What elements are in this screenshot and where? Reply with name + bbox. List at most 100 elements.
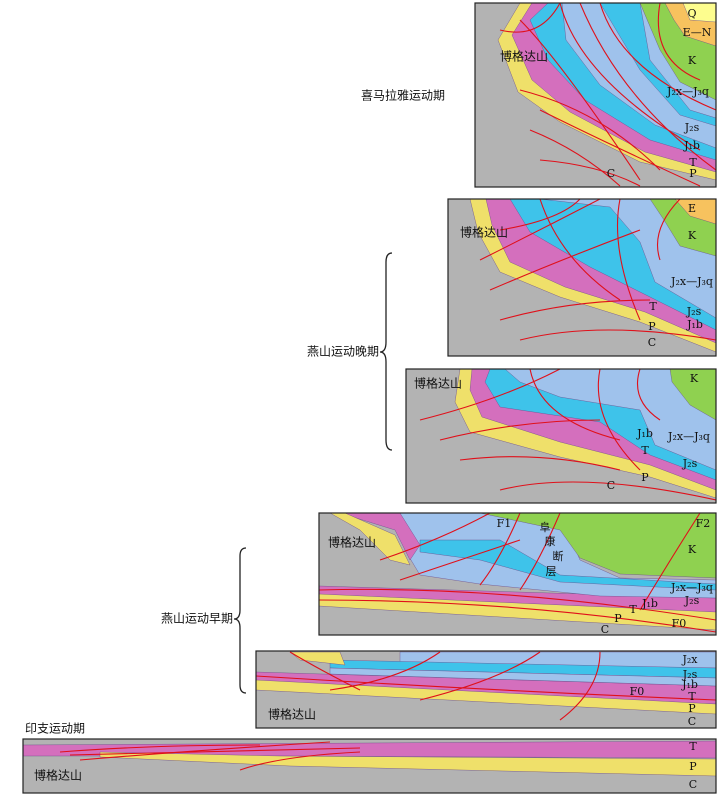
fault-name-char: 断 (553, 549, 564, 563)
stratum-layer (669, 369, 716, 421)
stratum-label: J₁b (681, 678, 698, 691)
mountain-label: 博格达山 (460, 225, 508, 240)
cross-section (256, 651, 716, 728)
fault-line (499, 481, 716, 501)
fault-line (579, 3, 716, 171)
fault-line (239, 751, 361, 771)
stratum-label: J₂x—J₃q (670, 275, 713, 288)
stage-label: 燕山运动早期 (161, 612, 233, 626)
stratum-layer (339, 513, 421, 561)
fault-line (499, 3, 561, 33)
fault-line (256, 675, 716, 701)
panel-frame (318, 512, 717, 636)
stratum-label: E—N (683, 26, 712, 39)
stratum-label: P (641, 471, 649, 484)
stratum-label: J₁b (683, 139, 700, 152)
stratum-label: J₂x—J₃q (667, 430, 710, 443)
stratum-label: T (689, 156, 697, 169)
fault-name-char: 层 (546, 565, 557, 578)
mountain-label: 博格达山 (500, 49, 548, 64)
fault-line (319, 588, 716, 621)
fault-line (519, 89, 661, 171)
fault-line (519, 329, 716, 341)
stratum-layer (319, 593, 716, 631)
panel-frame (447, 198, 717, 357)
fault-line (479, 513, 521, 586)
stratum-label: T (641, 444, 649, 457)
fault-line (439, 419, 601, 441)
fault-line (656, 199, 681, 261)
fault-line (639, 513, 701, 611)
brace (379, 252, 393, 451)
fault-line (657, 3, 701, 81)
fault-line (79, 741, 331, 761)
stratum-label: T (689, 740, 697, 753)
stratum-label: J₂x (681, 653, 698, 666)
panel-frame (22, 738, 717, 794)
mountain-label: 博格达山 (268, 707, 316, 722)
stratum-label: T (629, 603, 637, 616)
stratum-label: K (688, 543, 697, 556)
stage-label: 燕山运动晚期 (307, 345, 379, 359)
stage-label: 喜马拉雅运动期 (361, 88, 445, 103)
stratum-label: C (648, 336, 656, 349)
stratum-label: P (614, 612, 622, 625)
stratum-layer (99, 751, 716, 777)
stratum-layer (419, 539, 716, 591)
fault-line (329, 651, 441, 691)
stratum-label: C (601, 623, 609, 636)
panel-frame (405, 368, 717, 504)
fault-line (69, 747, 361, 756)
stratum-layer (329, 667, 716, 687)
stratum-label: K (690, 372, 699, 385)
panel-frame (255, 650, 717, 729)
fault-line (489, 229, 641, 291)
stratum-label: C (607, 479, 615, 492)
stratum-label: P (648, 320, 656, 333)
stratum-layer (256, 679, 716, 715)
fault-line (636, 369, 661, 421)
fault-line (616, 199, 641, 321)
fault-label: F0 (630, 685, 645, 698)
fault-label: F2 (696, 517, 711, 530)
stratum-label: J₂s (686, 305, 702, 318)
fault-line (499, 199, 581, 231)
stratum-layer (479, 513, 716, 579)
fault-line (599, 3, 716, 111)
cross-section (406, 369, 716, 503)
stratum-layer (599, 3, 716, 127)
fault-line (319, 599, 716, 633)
fault-line (379, 513, 491, 561)
fault-line (559, 651, 601, 721)
stratum-layer (674, 199, 716, 225)
stratum-label: Q (687, 7, 696, 20)
stratum-label: C (689, 778, 697, 791)
stratum-label: J₂s (684, 594, 700, 607)
stratum-label: C (688, 715, 696, 728)
cross-section (319, 513, 716, 635)
fault-line (597, 369, 641, 471)
panel-frame (474, 2, 717, 188)
stratum-label: J₂x—J₃q (670, 581, 713, 594)
fault-line (529, 129, 621, 187)
stratum-layer (289, 651, 346, 666)
stratum-label: P (688, 702, 696, 715)
fault-line (539, 109, 701, 187)
stage-label: 印支运动期 (25, 722, 85, 736)
stratum-label: J₂x—J₃q (666, 85, 709, 98)
fault-line (419, 651, 541, 701)
mountain-label: 博格达山 (34, 768, 82, 783)
stratum-label: J₂s (682, 668, 698, 681)
stratum-label: P (689, 167, 697, 180)
stratum-layer (329, 659, 716, 679)
stratum-label: J₂s (682, 457, 698, 470)
mountain-label: 博格达山 (414, 376, 462, 391)
fault-label: F1 (497, 517, 512, 530)
fault-line (399, 539, 521, 581)
stratum-label: T (649, 300, 657, 313)
stratum-label: J₂s (684, 121, 700, 134)
stratum-layer (682, 3, 716, 23)
cross-section (475, 3, 716, 187)
fault-line (539, 159, 641, 187)
